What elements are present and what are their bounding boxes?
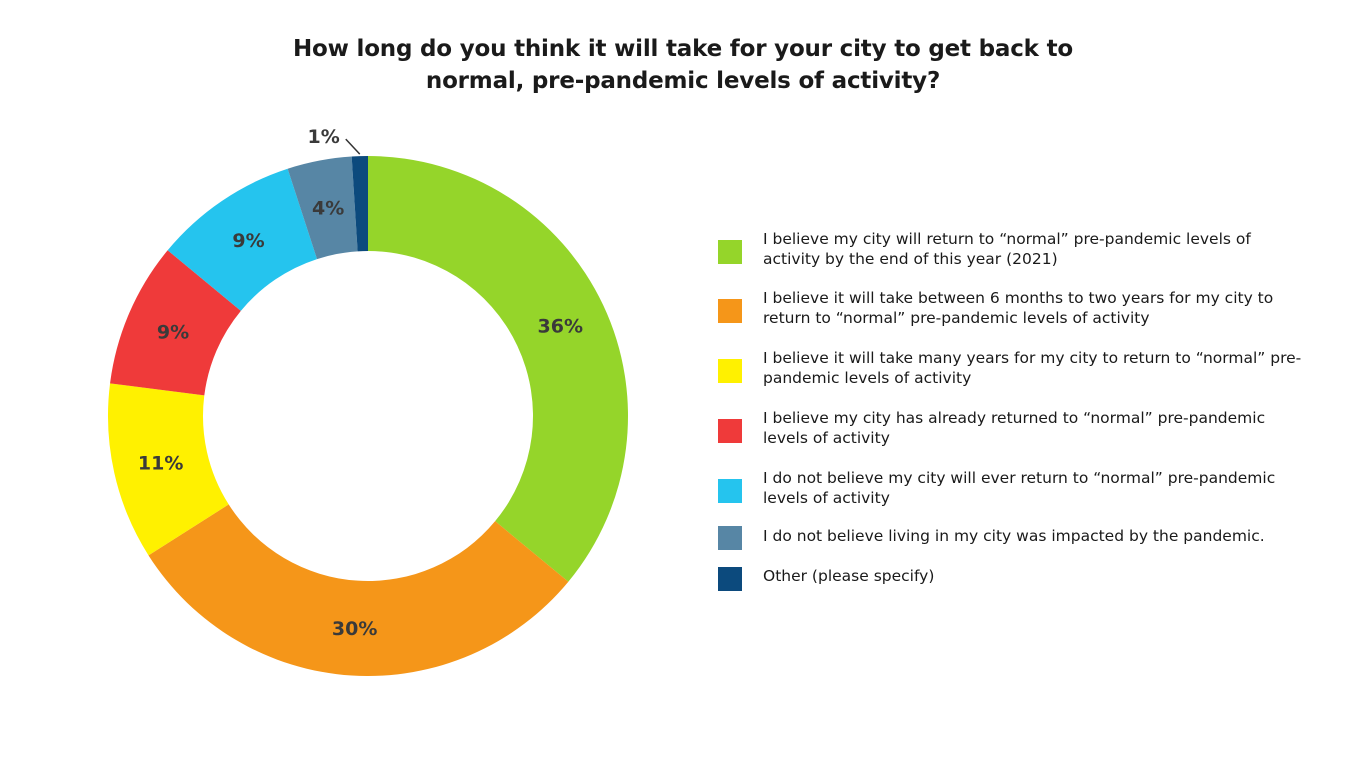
- legend-label: I believe it will take between 6 months …: [763, 289, 1274, 327]
- slice-label: 36%: [538, 316, 583, 338]
- chart-title-line-2: normal, pre-pandemic levels of activity?: [425, 68, 941, 94]
- legend-label: I do not believe living in my city was i…: [763, 527, 1265, 545]
- legend-label: I believe my city will return to “normal…: [763, 230, 1251, 268]
- slice-label: 9%: [157, 322, 189, 344]
- slice-label: 1%: [308, 126, 340, 148]
- donut-slice-many-years: [108, 383, 229, 556]
- leader-line: [345, 138, 361, 155]
- legend-swatch: [718, 419, 742, 443]
- donut-slice-other: [351, 156, 368, 252]
- donut-slice-six-months-two-years: [148, 504, 569, 676]
- chart-title-line-1: How long do you think it will take for y…: [293, 36, 1073, 62]
- donut-slice-return-this-year: [368, 156, 628, 582]
- legend-label: I believe my city has already returned t…: [763, 409, 1266, 447]
- legend-label: Other (please specify): [763, 567, 935, 585]
- legend-swatch: [718, 359, 742, 383]
- legend-swatch: [718, 567, 742, 591]
- slice-label: 11%: [138, 452, 183, 474]
- donut-slice-never-return: [167, 168, 318, 311]
- legend-label: I do not believe my city will ever retur…: [763, 469, 1276, 507]
- slice-label: 9%: [232, 230, 264, 252]
- legend-swatch: [718, 479, 742, 503]
- slice-label: 4%: [312, 197, 344, 219]
- donut-slice-already-returned: [110, 250, 241, 396]
- legend-swatch: [718, 240, 742, 264]
- legend-swatch: [718, 526, 742, 550]
- chart-title: How long do you think it will take for y…: [233, 33, 1133, 97]
- slice-label: 30%: [332, 618, 377, 640]
- donut-slice-not-impacted: [287, 156, 358, 260]
- legend-swatch: [718, 299, 742, 323]
- legend-label: I believe it will take many years for my…: [763, 349, 1302, 387]
